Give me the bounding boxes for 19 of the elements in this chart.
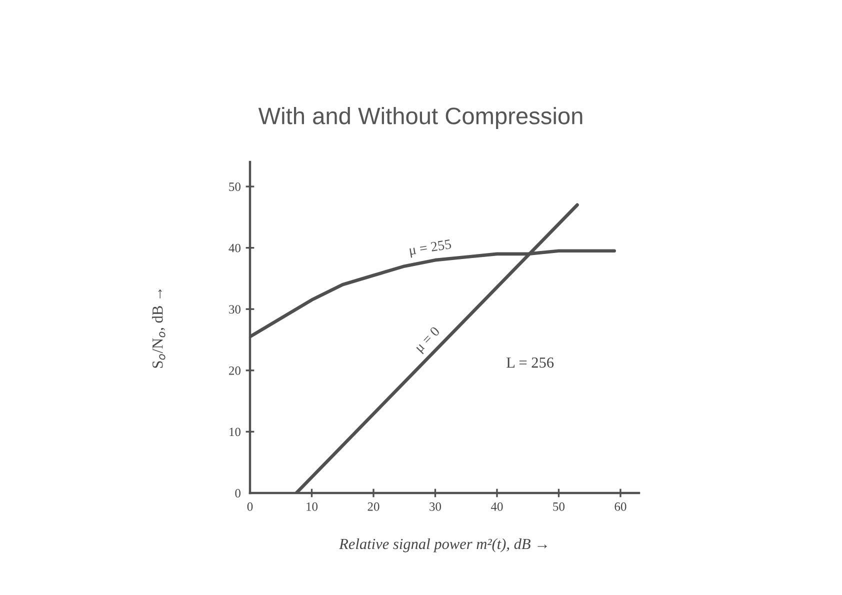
y-tick-label: 20 — [229, 366, 240, 375]
x-tick-label: 10 — [306, 502, 318, 511]
x-tick-label: 60 — [614, 502, 626, 511]
chart-title: With and Without Compression — [258, 106, 582, 130]
x-tick-label: 40 — [490, 502, 503, 511]
text: μ = 0 — [414, 326, 442, 354]
y-axis-title: S$_{o}$/N$_{o}$, dB → — [152, 289, 166, 368]
text: μ = 255 — [409, 239, 452, 258]
x-axis-title: Relative signal power m²(t), dB → — [339, 538, 547, 552]
x-tick-label: 20 — [368, 502, 380, 511]
y-tick-label: 30 — [229, 305, 240, 314]
annotation: L = 256 — [506, 357, 554, 368]
x-tick-label: 30 — [430, 502, 442, 511]
x-tick-label: 0 — [247, 502, 253, 511]
y-tick-label: 50 — [229, 182, 240, 191]
y-tick-label: 40 — [228, 244, 240, 252]
y-tick-label: 10 — [230, 428, 240, 436]
y-tick-label: 0 — [235, 489, 240, 498]
x-tick-label: 50 — [553, 502, 565, 511]
